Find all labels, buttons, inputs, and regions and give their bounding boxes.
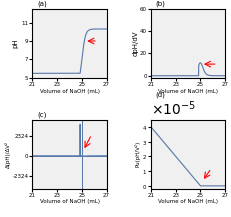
Text: (c): (c) (37, 112, 46, 118)
Y-axis label: Δ(pH)/ΔV²: Δ(pH)/ΔV² (5, 141, 11, 168)
X-axis label: Volume of NaOH (mL): Volume of NaOH (mL) (157, 89, 217, 94)
Y-axis label: Pu(pH/V²): Pu(pH/V²) (134, 141, 140, 167)
X-axis label: Volume of NaOH (mL): Volume of NaOH (mL) (157, 199, 217, 204)
X-axis label: Volume of NaOH (mL): Volume of NaOH (mL) (39, 199, 99, 204)
Text: (b): (b) (155, 1, 164, 7)
Y-axis label: pH: pH (12, 38, 18, 48)
Text: (d): (d) (155, 92, 164, 99)
X-axis label: Volume of NaOH (mL): Volume of NaOH (mL) (39, 89, 99, 94)
Y-axis label: dpH/dV: dpH/dV (132, 31, 138, 56)
Text: (a): (a) (37, 1, 46, 7)
